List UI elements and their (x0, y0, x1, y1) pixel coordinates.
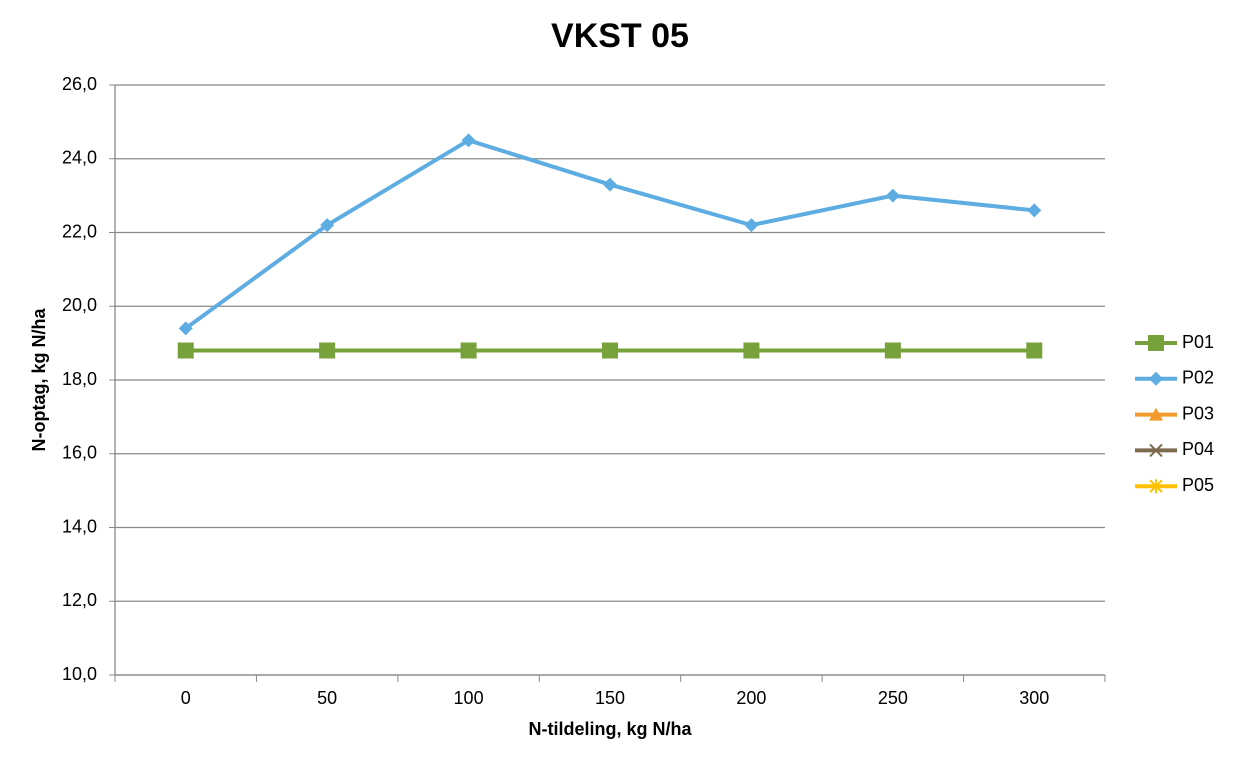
marker (319, 342, 336, 359)
legend: P01 P02 P03 P04 P05 (1135, 332, 1214, 495)
marker (1149, 407, 1163, 421)
x-tick-label: 200 (736, 688, 766, 708)
marker (1149, 479, 1163, 494)
legend-label: P04 (1182, 439, 1214, 459)
y-tick-label: 14,0 (62, 516, 97, 536)
y-tick-label: 10,0 (62, 664, 97, 684)
y-tick-label: 18,0 (62, 369, 97, 389)
marker (1149, 443, 1163, 458)
legend-item: P02 (1135, 368, 1214, 388)
x-tick-label: 50 (317, 688, 337, 708)
y-tick-label: 12,0 (62, 590, 97, 610)
marker (884, 342, 901, 359)
y-axis-title: N-optag, kg N/ha (29, 308, 49, 452)
legend-item: P04 (1135, 439, 1214, 459)
y-tick-label: 16,0 (62, 443, 97, 463)
series-line (184, 138, 1035, 330)
marker (178, 321, 193, 336)
marker (1148, 335, 1164, 351)
y-tick-label: 26,0 (62, 74, 97, 94)
legend-label: P05 (1182, 475, 1214, 495)
marker (1149, 371, 1163, 386)
x-tick-label: 0 (181, 688, 191, 708)
marker (743, 342, 760, 359)
legend-label: P02 (1182, 368, 1214, 388)
marker (320, 218, 335, 233)
legend-label: P01 (1182, 332, 1214, 352)
marker (603, 177, 617, 192)
x-tick-label: 300 (1019, 688, 1049, 708)
marker (744, 218, 759, 233)
legend-item: P03 (1135, 403, 1214, 423)
legend-label: P03 (1182, 403, 1214, 423)
x-tick-label: 250 (878, 688, 908, 708)
marker (1027, 203, 1042, 218)
chart-title: VKST 05 (551, 17, 689, 55)
x-tick-label: 100 (454, 688, 484, 708)
legend-item: P01 (1135, 332, 1214, 352)
x-axis-title: N-tildeling, kg N/ha (528, 719, 692, 739)
marker (1026, 342, 1043, 359)
marker (177, 342, 194, 359)
y-tick-label: 20,0 (62, 295, 97, 315)
marker (460, 342, 477, 359)
legend-item: P05 (1135, 475, 1214, 495)
marker (461, 133, 476, 148)
y-tick-label: 24,0 (62, 148, 97, 168)
y-tick-label: 22,0 (62, 221, 97, 241)
marker (885, 188, 900, 203)
marker (602, 342, 618, 359)
x-tick-label: 150 (595, 688, 625, 708)
